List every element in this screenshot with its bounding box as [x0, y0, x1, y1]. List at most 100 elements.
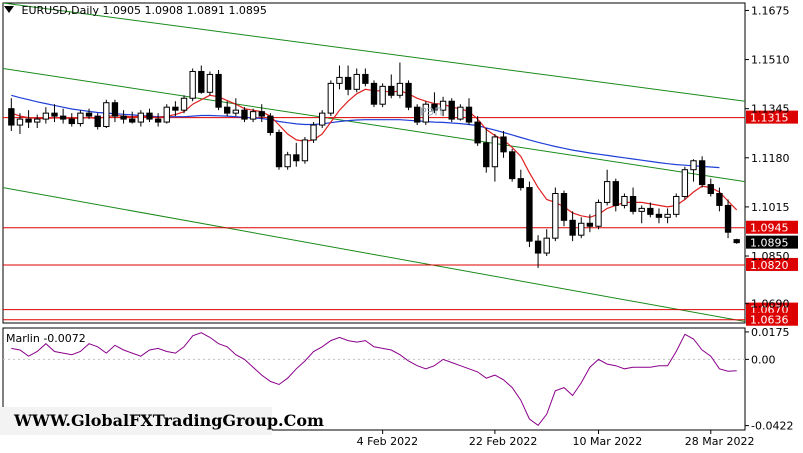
candle-body	[457, 106, 464, 120]
candle-body	[146, 112, 153, 120]
price-tick-label: 1.1345	[751, 103, 790, 116]
ma-slow-line	[11, 94, 720, 169]
candle-body	[232, 109, 240, 114]
osc-tick-label: 0.00	[751, 353, 776, 366]
candle-body	[163, 106, 170, 123]
channel-line-0	[3, 3, 745, 102]
candle-body	[103, 102, 110, 128]
candle-body	[629, 195, 637, 212]
candle-body	[603, 181, 611, 203]
candle-body	[319, 112, 326, 126]
candle-body	[673, 195, 680, 215]
candle-body	[172, 106, 179, 111]
candle-body	[500, 136, 507, 153]
dropdown-triangle-icon[interactable]	[4, 6, 14, 13]
price-tick-label: 1.0850	[751, 250, 790, 263]
level-tag-4	[746, 312, 798, 326]
candle-body	[129, 118, 136, 123]
candle-body	[267, 115, 274, 133]
osc-tick-label: -0.0422	[751, 420, 793, 433]
candle-body	[465, 106, 473, 123]
candle-body	[578, 222, 585, 236]
candle-body	[439, 100, 447, 111]
candle-body	[59, 115, 67, 120]
candle-body	[189, 70, 196, 99]
candle-body	[327, 82, 335, 114]
candle-body	[552, 193, 559, 239]
candle-body	[508, 151, 516, 180]
candle-body	[224, 106, 231, 114]
chart-header: EURUSD,Daily 1.0905 1.0908 1.0891 1.0895	[4, 4, 267, 17]
candle-body	[483, 142, 490, 168]
annotation-label: РЭП	[420, 106, 443, 119]
candle-body	[180, 97, 188, 111]
level-tag-0	[746, 110, 798, 124]
candle-body	[638, 207, 645, 212]
candle-body	[595, 201, 602, 227]
level-tag-1	[746, 220, 798, 234]
candle-body	[258, 111, 265, 117]
candle-body	[344, 76, 352, 90]
price-tick-label: 1.0690	[751, 298, 790, 311]
candle-body	[569, 219, 576, 236]
candle-body	[543, 237, 550, 254]
candle-body	[310, 124, 317, 141]
candle-body	[647, 207, 654, 215]
candle-body	[249, 111, 257, 120]
candle-body	[448, 100, 455, 120]
candle-body	[724, 204, 732, 233]
ohlc-values: 1.0905 1.0908 1.0891 1.0895	[102, 4, 267, 17]
candle-body	[413, 106, 421, 123]
candle-body	[560, 193, 568, 221]
ma-fast-line	[11, 88, 738, 218]
current-price-tag	[746, 235, 798, 249]
candle-body	[68, 118, 75, 125]
candle-body	[94, 115, 101, 128]
candle-body	[206, 73, 214, 93]
candle-body	[241, 109, 248, 120]
main-pane-frame	[2, 2, 746, 324]
candle-body	[85, 112, 93, 117]
channel-line-1	[3, 67, 745, 183]
candle-body	[34, 118, 41, 123]
candle-body	[474, 121, 481, 144]
level-tag-label-4: 1.0636	[750, 314, 789, 327]
level-tag-2	[746, 257, 798, 271]
time-tick-label: 28 Mar 2022	[685, 435, 755, 448]
candle-body	[362, 73, 369, 84]
oscillator-title: Marlin -0.0072	[6, 332, 86, 345]
candle-body	[690, 160, 697, 171]
price-tick-label: 1.1675	[751, 4, 790, 17]
candle-body	[681, 169, 689, 197]
oscillator-line	[11, 332, 737, 426]
candle-body	[664, 213, 671, 218]
candle-body	[716, 193, 723, 206]
candle-body	[77, 112, 84, 125]
candle-body	[154, 118, 162, 123]
candle-body	[293, 154, 300, 162]
candle-body	[16, 118, 24, 126]
candle-body	[51, 112, 58, 117]
candle-body	[733, 239, 740, 244]
price-tick-label: 1.1015	[751, 201, 790, 214]
time-tick-label: 10 Mar 2022	[573, 435, 643, 448]
candle-body	[137, 112, 145, 123]
candle-body	[621, 195, 628, 206]
candle-body	[655, 213, 663, 218]
candle-body	[698, 160, 706, 186]
level-tag-label-0: 1.1315	[750, 112, 789, 125]
candle-body	[612, 181, 619, 206]
candle-body	[284, 154, 291, 168]
candle-body	[422, 103, 429, 123]
oscillator-pane-frame	[2, 327, 746, 431]
level-tag-label-2: 1.0820	[750, 259, 789, 272]
channel-line-2	[3, 187, 745, 323]
watermark: WWW.GlobalFXTradingGroup.Com	[0, 407, 324, 435]
candle-body	[405, 82, 412, 108]
candle-body	[526, 187, 533, 242]
candle-body	[534, 240, 542, 254]
candle-body	[275, 131, 283, 168]
candle-body	[517, 178, 524, 189]
candle-body	[198, 70, 205, 93]
